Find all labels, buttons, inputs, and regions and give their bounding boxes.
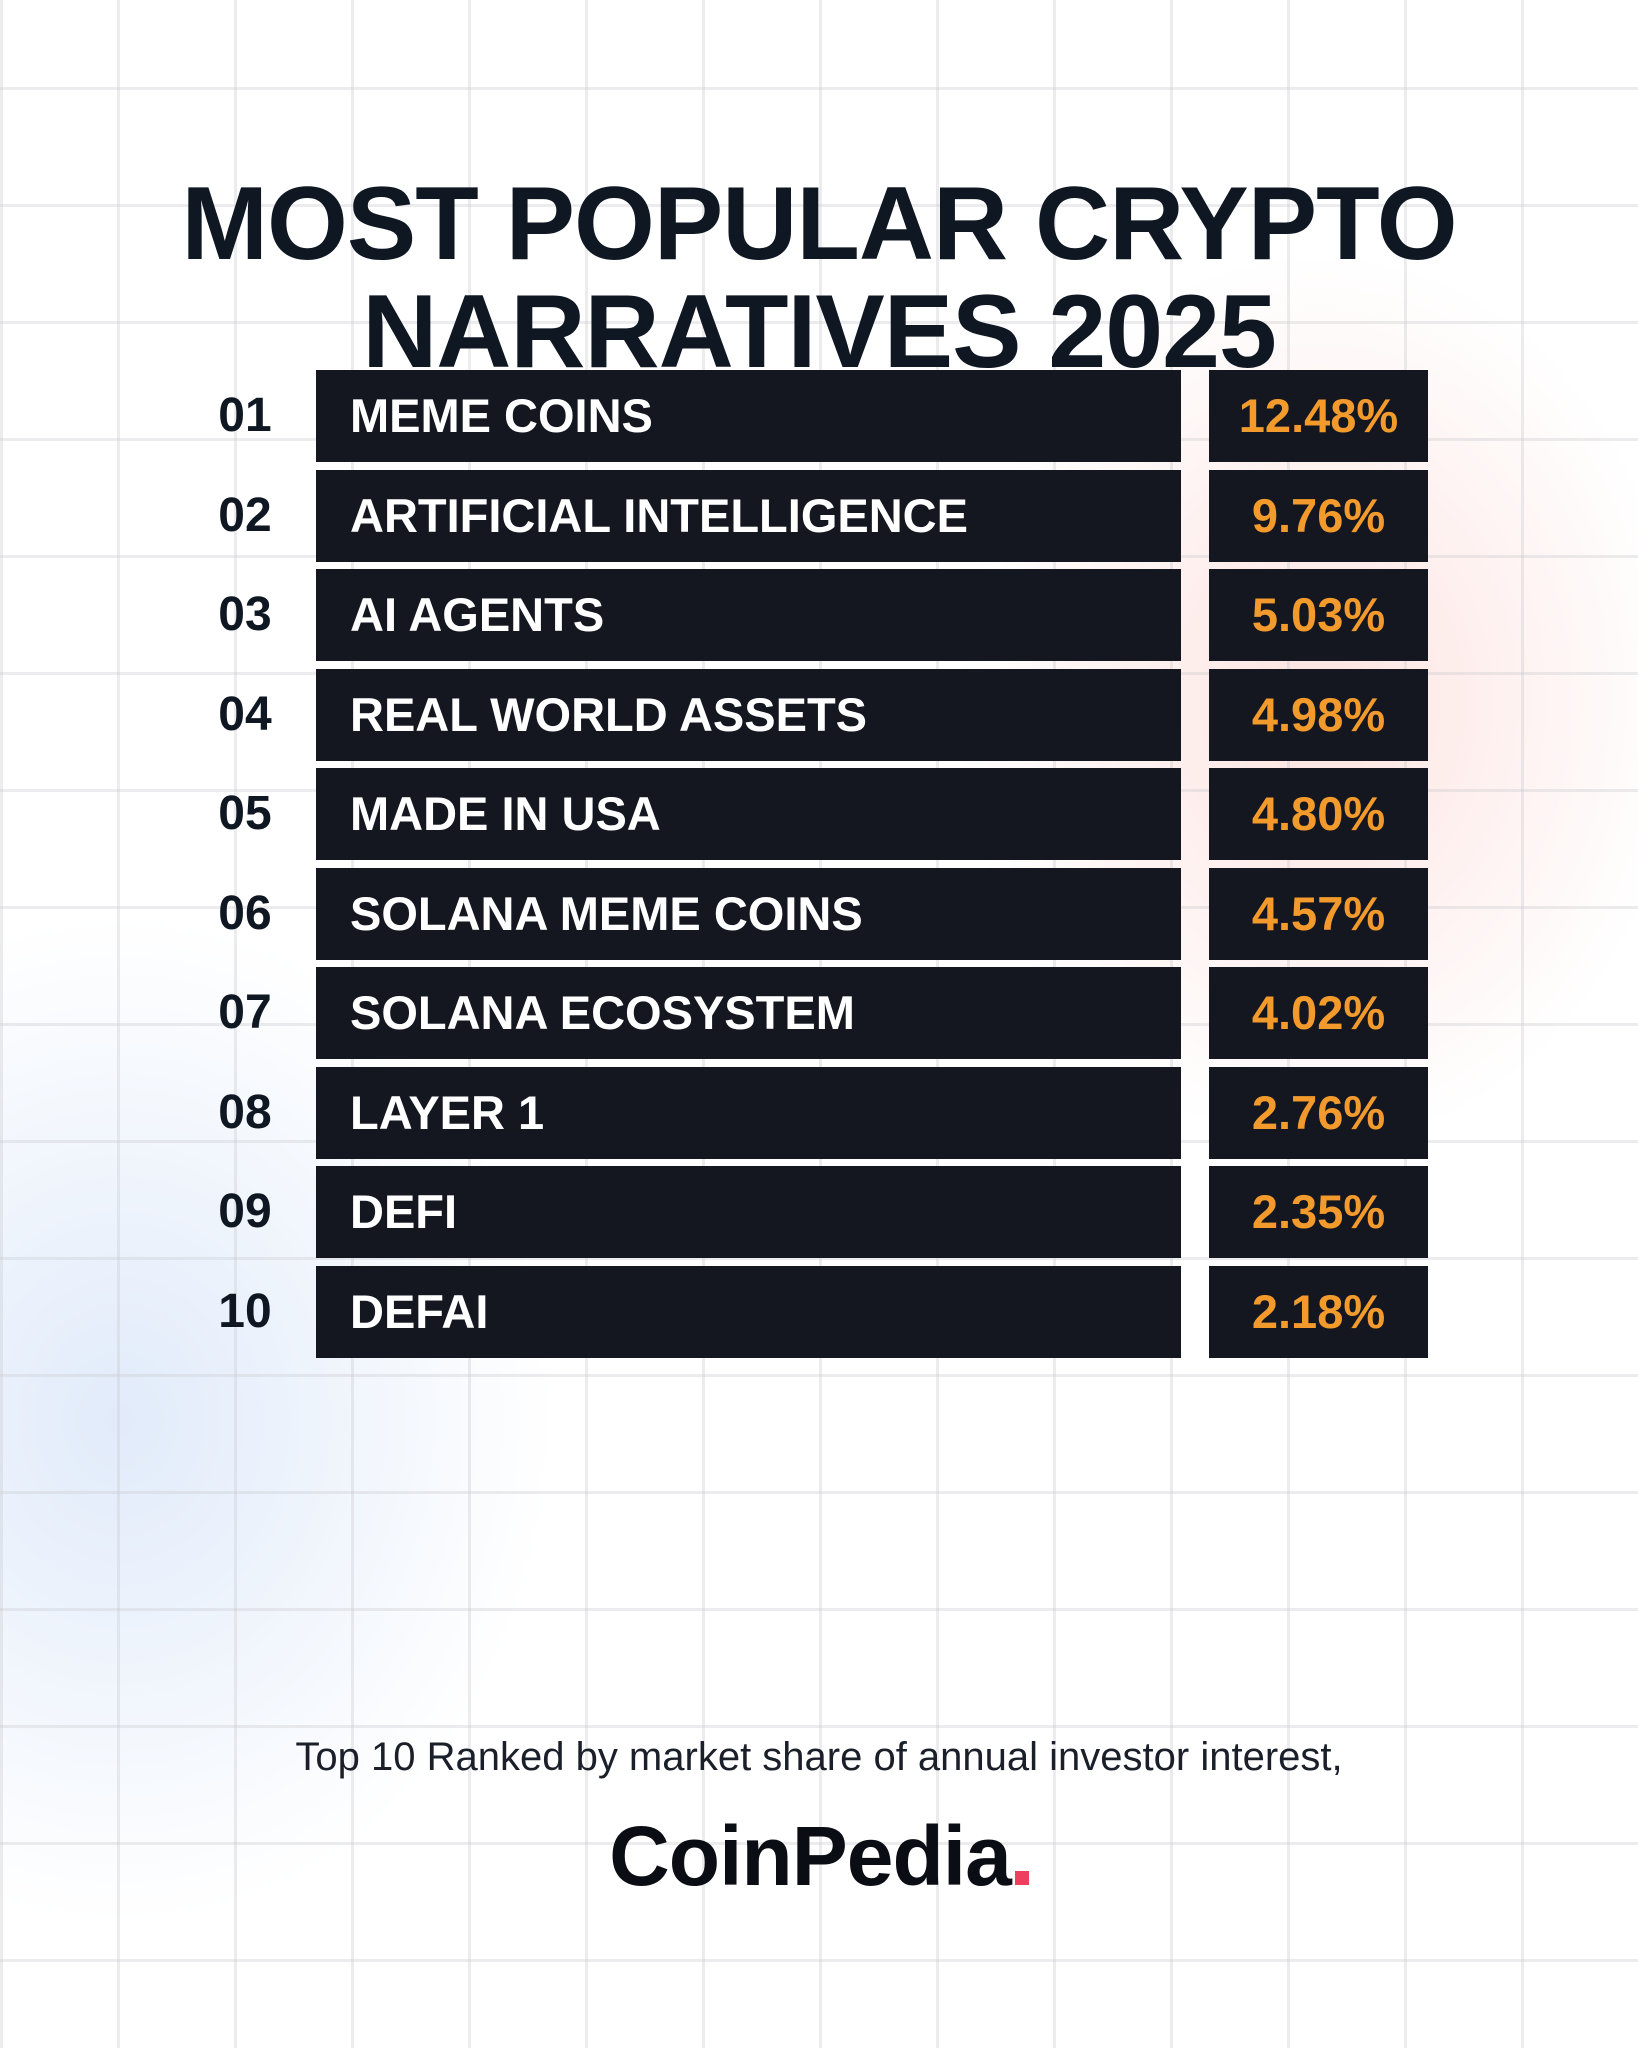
rank-number: 01: [218, 389, 272, 442]
table-row: 01 MEME COINS 12.48%: [0, 370, 1638, 462]
share-box: 4.02%: [1209, 967, 1428, 1059]
rank-number: 10: [218, 1285, 272, 1338]
rank-number: 03: [218, 588, 272, 641]
coinpedia-logo: CoinPedia: [0, 1808, 1638, 1905]
title-line-2: NARRATIVES 2025: [362, 274, 1277, 390]
rank-number: 06: [218, 887, 272, 940]
share-box: 9.76%: [1209, 470, 1428, 562]
table-row: 05 MADE IN USA 4.80%: [0, 768, 1638, 860]
rank-number: 04: [218, 688, 272, 741]
logo-text: CoinPedia: [609, 1809, 1012, 1903]
table-row: 02 ARTIFICIAL INTELLIGENCE 9.76%: [0, 470, 1638, 562]
table-row: 03 AI AGENTS 5.03%: [0, 569, 1638, 661]
rank-number: 07: [218, 986, 272, 1039]
table-row: 06 SOLANA MEME COINS 4.57%: [0, 868, 1638, 960]
narrative-label: LAYER 1: [350, 1086, 545, 1139]
share-value: 12.48%: [1238, 389, 1399, 442]
rank-number: 08: [218, 1086, 272, 1139]
share-value: 2.18%: [1251, 1285, 1386, 1338]
narrative-label: SOLANA MEME COINS: [350, 887, 863, 940]
share-value: 9.76%: [1251, 489, 1386, 542]
share-box: 12.48%: [1209, 370, 1428, 462]
narrative-label: ARTIFICIAL INTELLIGENCE: [350, 489, 968, 542]
narrative-bar: DEFAI: [316, 1266, 1181, 1358]
share-box: 4.98%: [1209, 669, 1428, 761]
share-box: 2.35%: [1209, 1166, 1428, 1258]
narrative-bar: REAL WORLD ASSETS: [316, 669, 1181, 761]
share-box: 4.80%: [1209, 768, 1428, 860]
table-row: 04 REAL WORLD ASSETS 4.98%: [0, 669, 1638, 761]
footnote: Top 10 Ranked by market share of annual …: [295, 1735, 1343, 1779]
share-box: 2.18%: [1209, 1266, 1428, 1358]
table-row: 08 LAYER 1 2.76%: [0, 1067, 1638, 1159]
rank-number: 02: [218, 489, 272, 542]
table-row: 07 SOLANA ECOSYSTEM 4.02%: [0, 967, 1638, 1059]
narrative-bar: SOLANA ECOSYSTEM: [316, 967, 1181, 1059]
rank-number: 05: [218, 787, 272, 840]
share-box: 2.76%: [1209, 1067, 1428, 1159]
share-value: 4.98%: [1251, 688, 1386, 741]
narrative-bar: MEME COINS: [316, 370, 1181, 462]
narrative-bar: AI AGENTS: [316, 569, 1181, 661]
logo-dot-icon: [1014, 1871, 1029, 1885]
narrative-bar: MADE IN USA: [316, 768, 1181, 860]
narrative-bar: LAYER 1: [316, 1067, 1181, 1159]
share-value: 4.57%: [1251, 887, 1386, 940]
narrative-label: MADE IN USA: [350, 787, 661, 840]
narrative-label: REAL WORLD ASSETS: [350, 688, 868, 741]
title-line-1: MOST POPULAR CRYPTO: [181, 166, 1457, 282]
share-value: 2.76%: [1251, 1086, 1386, 1139]
share-value: 4.02%: [1251, 986, 1386, 1039]
narrative-bar: SOLANA MEME COINS: [316, 868, 1181, 960]
narrative-label: AI AGENTS: [350, 588, 605, 641]
table-row: 09 DEFI 2.35%: [0, 1166, 1638, 1258]
narrative-label: DEFI: [350, 1185, 458, 1238]
narrative-bar: ARTIFICIAL INTELLIGENCE: [316, 470, 1181, 562]
share-box: 4.57%: [1209, 868, 1428, 960]
share-box: 5.03%: [1209, 569, 1428, 661]
share-value: 4.80%: [1251, 787, 1386, 840]
narrative-label: DEFAI: [350, 1285, 489, 1338]
chart-title: MOST POPULAR CRYPTO NARRATIVES 2025: [0, 170, 1638, 386]
narrative-label: SOLANA ECOSYSTEM: [350, 986, 855, 1039]
narrative-bar: DEFI: [316, 1166, 1181, 1258]
narrative-label: MEME COINS: [350, 389, 653, 442]
share-value: 2.35%: [1251, 1185, 1386, 1238]
table-row: 10 DEFAI 2.18%: [0, 1266, 1638, 1358]
share-value: 5.03%: [1251, 588, 1386, 641]
rank-number: 09: [218, 1185, 272, 1238]
